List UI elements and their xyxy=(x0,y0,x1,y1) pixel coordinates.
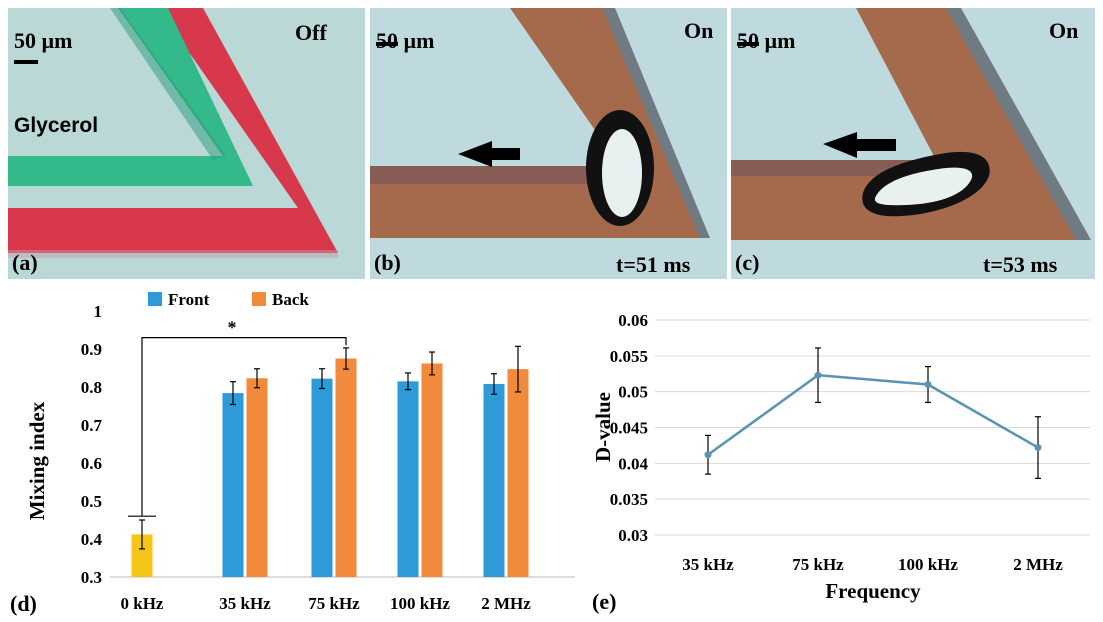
legend-front-swatch xyxy=(148,292,162,306)
bar-back-3 xyxy=(421,363,443,577)
legend-front-label: Front xyxy=(168,290,210,309)
y-tick-label: 0.05 xyxy=(618,383,648,402)
bar-front-3 xyxy=(397,381,419,577)
data-point xyxy=(924,381,932,388)
y-tick-label: 0.3 xyxy=(81,568,102,587)
error-bar-back-1 xyxy=(254,368,260,389)
x-tick-label: 75 kHz xyxy=(792,555,844,574)
panel-label-a: (a) xyxy=(12,250,38,275)
x-tick-label: 100 kHz xyxy=(898,555,958,574)
y-tick-label: 0.4 xyxy=(81,530,103,549)
error-bar-back-3 xyxy=(429,351,435,376)
state-label-a: Off xyxy=(295,20,327,45)
error-bar-front-3 xyxy=(405,372,411,391)
panel-label-e: (e) xyxy=(592,589,616,614)
y-tick-label: 0.055 xyxy=(610,347,648,366)
bar-0khz xyxy=(131,534,153,577)
state-label-b: On xyxy=(684,18,714,43)
legend-back-swatch xyxy=(252,292,266,306)
micrograph-b-image xyxy=(370,8,727,279)
y-tick-label: 0.8 xyxy=(81,378,102,397)
error-bar-back-4 xyxy=(515,345,521,393)
x-tick-label: 100 kHz xyxy=(390,594,450,613)
bar-back-4 xyxy=(507,369,529,577)
bar-front-1 xyxy=(222,393,244,577)
y-tick-label: 0.06 xyxy=(618,311,648,330)
scale-bar-c xyxy=(737,42,759,46)
scale-label-b: 50 µm xyxy=(376,28,435,53)
data-point xyxy=(814,371,822,379)
error-bar-0khz xyxy=(139,519,145,550)
panel-label-d: (d) xyxy=(10,591,37,616)
y-tick-label: 0.035 xyxy=(610,490,648,509)
x-tick-label: 2 MHz xyxy=(1013,555,1063,574)
time-label-b: t=51 ms xyxy=(616,252,691,277)
time-label-c: t=53 ms xyxy=(983,252,1058,277)
error-bar-front-4 xyxy=(491,373,497,395)
micrograph-b: 50 µm On t=51 ms (b) xyxy=(370,8,727,279)
y-tick-label: 0.7 xyxy=(81,416,103,435)
y-tick-label: 0.03 xyxy=(618,526,648,545)
fluid-label-a: Glycerol xyxy=(14,114,99,137)
bar-back-1 xyxy=(246,378,268,577)
y-tick-label: 0.5 xyxy=(81,492,102,511)
scale-bar-a xyxy=(14,60,38,64)
scale-label-a: 50 µm xyxy=(14,28,73,53)
error-bar-back-2 xyxy=(343,347,349,370)
data-point xyxy=(1034,444,1042,452)
significance-star: * xyxy=(228,318,237,338)
micrograph-c: 50 µm On t=53 ms (c) xyxy=(731,8,1095,279)
bar-chart-mixing-index: Front Back Mixing index (d) 0.3 0.4 0.5 0.6… xyxy=(10,290,575,616)
micrograph-c-image xyxy=(731,8,1095,279)
y-axis-label: D-value xyxy=(591,392,615,462)
error-bar-front-1 xyxy=(230,381,236,406)
legend: Front Back xyxy=(148,290,309,309)
scale-bar-b xyxy=(376,42,398,46)
x-axis-label: Frequency xyxy=(825,579,921,603)
y-tick-label: 1 xyxy=(94,302,103,321)
data-point xyxy=(704,451,712,459)
y-tick-label: 0.045 xyxy=(610,419,648,438)
panel-label-c: (c) xyxy=(735,250,760,275)
state-label-c: On xyxy=(1049,18,1079,43)
micrograph-a-image xyxy=(8,8,365,279)
x-tick-label: 35 kHz xyxy=(219,594,271,613)
error-bar-front-2 xyxy=(319,368,325,390)
bar-front-2 xyxy=(311,378,333,577)
y-tick-label: 0.6 xyxy=(81,454,102,473)
x-tick-label: 75 kHz xyxy=(308,594,360,613)
series-line xyxy=(707,373,1039,456)
x-tick-label: 35 kHz xyxy=(682,555,734,574)
y-tick-label: 0.04 xyxy=(618,454,648,473)
x-tick-label: 2 MHz xyxy=(481,594,531,613)
x-tick-label: 0 kHz xyxy=(121,594,164,613)
micrograph-a: 50 µm Off Glycerol (a) xyxy=(8,8,365,279)
scale-label-c: 50 µm xyxy=(737,28,796,53)
significance-bracket xyxy=(141,337,347,517)
legend-back-label: Back xyxy=(272,290,309,309)
bar-front-4 xyxy=(483,383,505,577)
y-axis-label: Mixing index xyxy=(25,401,49,520)
bar-back-2 xyxy=(335,358,357,577)
line-chart-d-value: D-value Frequency (e) 0.03 0.035 0.04 0.045… xyxy=(591,311,1090,614)
panel-label-b: (b) xyxy=(374,250,401,275)
y-tick-label: 0.9 xyxy=(81,340,102,359)
